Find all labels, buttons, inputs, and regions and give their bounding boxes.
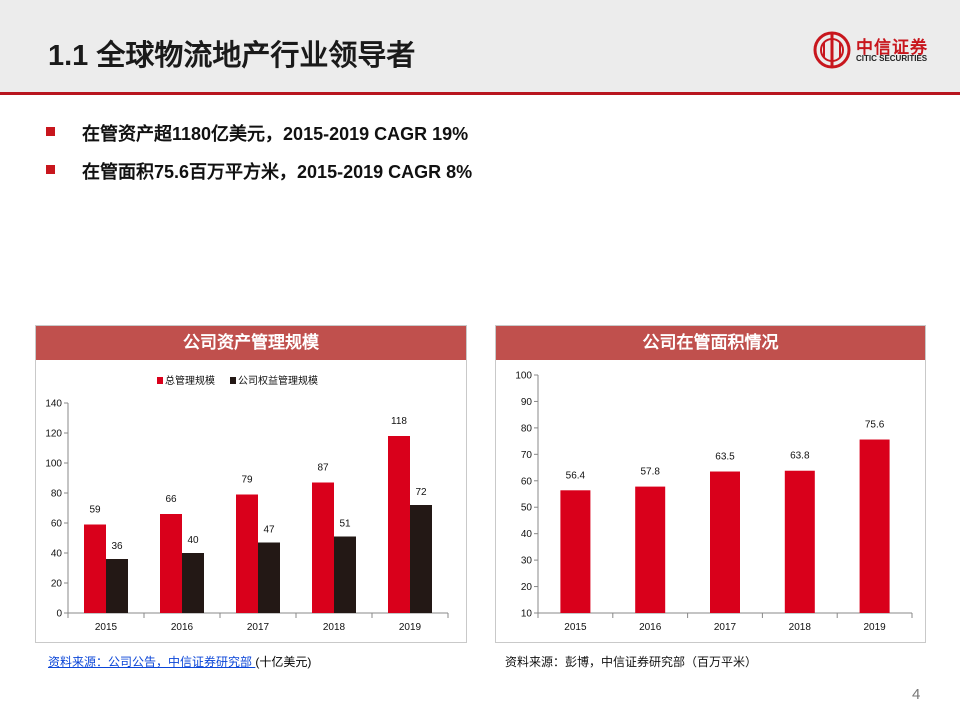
- data-label: 87: [317, 463, 329, 474]
- bar-公司权益管理规模-2016: [182, 553, 204, 613]
- bar-总管理规模-2019: [388, 436, 410, 613]
- y-tick-label: 80: [51, 489, 63, 500]
- bullet-text: 在管资产超1180亿美元，2015-2019 CAGR 19%: [82, 124, 469, 144]
- bar-value-2019: [859, 439, 890, 613]
- area-chart-title: 公司在管面积情况: [496, 326, 925, 360]
- page-number: 4: [912, 686, 921, 703]
- data-label: 63.8: [790, 451, 810, 462]
- aum-chart-panel: 公司资产管理规模 0 20 40 60 80 100 120 140 2015 2016 2017 2…: [35, 325, 467, 643]
- data-label: 47: [263, 525, 275, 536]
- bullet-square-icon: [46, 165, 55, 174]
- bar-公司权益管理规模-2018: [334, 536, 356, 613]
- x-tick-label: 2017: [247, 622, 270, 633]
- y-tick-label: 50: [521, 503, 533, 514]
- y-tick-label: 100: [45, 459, 62, 470]
- legend-entry: 总管理规模: [165, 374, 215, 387]
- aum-bar-chart: 0 20 40 60 80 100 120 140 2015 2016 2017 2018 2019 59…: [45, 374, 449, 633]
- data-label: 56.4: [566, 470, 586, 481]
- bar-value-2017: [710, 471, 740, 613]
- bar-公司权益管理规模-2019: [410, 505, 432, 613]
- bar-总管理规模-2018: [312, 482, 334, 613]
- header-bar: [0, 0, 960, 95]
- source-unit: (十亿美元): [255, 655, 312, 669]
- y-tick-label: 30: [521, 556, 533, 567]
- legend-swatch: [157, 377, 163, 384]
- y-tick-label: 40: [51, 549, 63, 560]
- logo-english-text: CITIC SECURITIES: [856, 54, 928, 63]
- area-chart-panel: 公司在管面积情况 10 20 30 40 50 60 70 80 90 100 2015 2016 20…: [495, 325, 926, 643]
- y-tick-label: 120: [45, 429, 62, 440]
- x-tick-label: 2016: [171, 622, 194, 633]
- logo-chinese-text: 中信证券: [856, 38, 928, 57]
- x-tick-label: 2016: [639, 622, 662, 633]
- y-tick-label: 140: [45, 399, 62, 410]
- y-tick-label: 10: [521, 609, 533, 620]
- bar-总管理规模-2016: [160, 514, 182, 613]
- data-label: 36: [111, 541, 123, 552]
- y-tick-label: 90: [521, 397, 533, 408]
- y-tick-label: 60: [51, 519, 63, 530]
- y-tick-label: 20: [51, 579, 63, 590]
- data-label: 66: [165, 494, 177, 505]
- citic-emblem-icon: [813, 31, 851, 69]
- aum-chart-title: 公司资产管理规模: [36, 326, 466, 360]
- data-label: 118: [391, 416, 407, 427]
- data-label: 59: [89, 505, 101, 516]
- x-tick-label: 2018: [789, 622, 812, 633]
- data-label: 72: [415, 487, 427, 498]
- data-label: 51: [339, 519, 351, 530]
- area-source-note: 资料来源：彭博，中信证券研究部（百万平米）: [505, 655, 758, 669]
- area-bar-chart: 10 20 30 40 50 60 70 80 90 100 2015 2016 2017 2018 201…: [515, 371, 913, 633]
- x-tick-label: 2018: [323, 622, 346, 633]
- y-tick-label: 80: [521, 423, 533, 434]
- bar-总管理规模-2017: [236, 494, 258, 613]
- data-label: 40: [187, 535, 199, 546]
- page-title: 1.1 全球物流地产行业领导者: [48, 40, 416, 72]
- bar-公司权益管理规模-2015: [106, 559, 128, 613]
- data-label: 79: [241, 475, 253, 486]
- legend-entry: 公司权益管理规模: [238, 374, 318, 387]
- y-tick-label: 70: [521, 450, 533, 461]
- bar-value-2015: [560, 490, 591, 613]
- x-tick-label: 2019: [863, 622, 886, 633]
- x-tick-label: 2019: [399, 622, 422, 633]
- data-label: 75.6: [865, 420, 885, 431]
- data-label: 57.8: [640, 467, 660, 478]
- bar-value-2016: [635, 486, 666, 613]
- legend-swatch: [230, 377, 236, 384]
- source-link[interactable]: 资料来源：公司公告，中信证券研究部: [48, 655, 256, 669]
- y-tick-label: 100: [515, 371, 532, 382]
- data-label: 63.5: [715, 452, 735, 463]
- bar-总管理规模-2015: [84, 524, 106, 613]
- bar-公司权益管理规模-2017: [258, 542, 280, 613]
- bar-value-2018: [784, 470, 815, 613]
- x-tick-label: 2015: [564, 622, 587, 633]
- y-tick-label: 40: [521, 529, 533, 540]
- bullet-square-icon: [46, 127, 55, 136]
- x-tick-label: 2017: [714, 622, 737, 633]
- y-tick-label: 0: [56, 609, 62, 620]
- x-tick-label: 2015: [95, 622, 118, 633]
- header-divider: [0, 92, 960, 95]
- bullet-text: 在管面积75.6百万平方米，2015-2019 CAGR 8%: [82, 162, 473, 182]
- brand-logo: 中信证券 CITIC SECURITIES: [812, 30, 944, 70]
- y-tick-label: 20: [521, 582, 533, 593]
- aum-source-note: 资料来源：公司公告，中信证券研究部 (十亿美元): [48, 653, 311, 670]
- y-tick-label: 60: [521, 476, 533, 487]
